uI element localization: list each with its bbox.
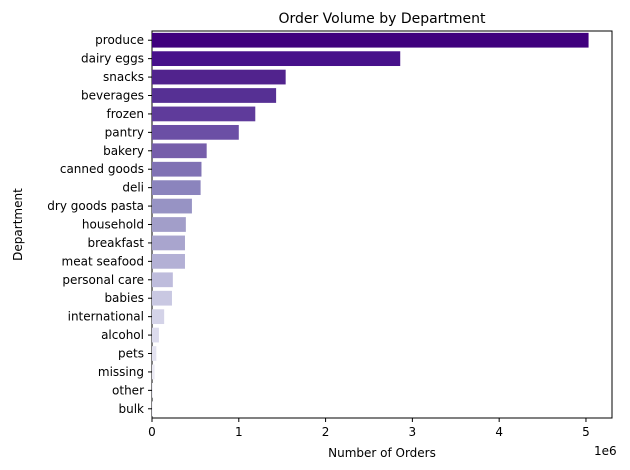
bar-international [152, 309, 165, 325]
bar-babies [152, 290, 172, 306]
x-tick-label: 2 [322, 425, 330, 439]
bar-household [152, 217, 186, 232]
bar-missing [152, 364, 155, 380]
y-tick-label: pantry [105, 125, 144, 139]
y-tick-label: frozen [106, 107, 144, 121]
y-axis-label: Department [11, 188, 25, 261]
y-tick-label: dry goods pasta [47, 199, 144, 213]
bar-other [152, 382, 153, 398]
y-tick-label: breakfast [87, 236, 144, 250]
y-axis-ticks: produce dairy eggs snacks beverages frozen pa… [47, 33, 152, 416]
bar-breakfast [152, 235, 185, 251]
x-axis-ticks: 0 1 2 3 4 5 [148, 418, 590, 439]
bar-meat-seafood [152, 253, 185, 269]
y-tick-label: pets [118, 347, 144, 361]
x-tick-label: 5 [582, 425, 590, 439]
bar-canned-goods [152, 161, 202, 177]
y-tick-label: dairy eggs [81, 52, 144, 66]
y-tick-label: produce [95, 33, 144, 47]
x-axis-scale-label: 1e6 [594, 444, 617, 458]
y-tick-label: meat seafood [62, 254, 144, 268]
y-tick-label: bakery [103, 144, 144, 158]
bar-alcohol [152, 327, 159, 343]
bar-snacks [152, 69, 286, 85]
chart-title: Order Volume by Department [278, 11, 486, 27]
bar-frozen [152, 106, 256, 122]
x-tick-label: 0 [148, 425, 156, 439]
bar-dairy-eggs [152, 51, 401, 67]
y-tick-label: babies [104, 291, 144, 305]
y-tick-label: international [68, 310, 144, 324]
bar-bakery [152, 143, 207, 159]
x-tick-label: 3 [409, 425, 417, 439]
bar-deli [152, 180, 201, 196]
x-axis-label: Number of Orders [328, 446, 436, 460]
y-tick-label: beverages [81, 89, 144, 103]
bar-personal-care [152, 272, 173, 288]
bar-pantry [152, 124, 239, 140]
bar-pets [152, 346, 157, 361]
x-tick-label: 4 [495, 425, 503, 439]
y-tick-label: snacks [103, 70, 144, 84]
y-tick-label: canned goods [60, 162, 144, 176]
bar-dry-goods-pasta [152, 198, 192, 214]
bar-produce [152, 32, 589, 48]
y-tick-label: household [82, 218, 144, 232]
bars-layer [152, 32, 589, 417]
x-tick-label: 1 [235, 425, 243, 439]
y-tick-label: alcohol [101, 328, 144, 342]
y-tick-label: bulk [118, 402, 144, 416]
y-tick-label: personal care [62, 273, 144, 287]
bar-beverages [152, 88, 277, 103]
y-tick-label: deli [122, 181, 144, 195]
y-tick-label: missing [98, 365, 144, 379]
bar-bulk [152, 401, 153, 417]
y-tick-label: other [112, 383, 144, 397]
